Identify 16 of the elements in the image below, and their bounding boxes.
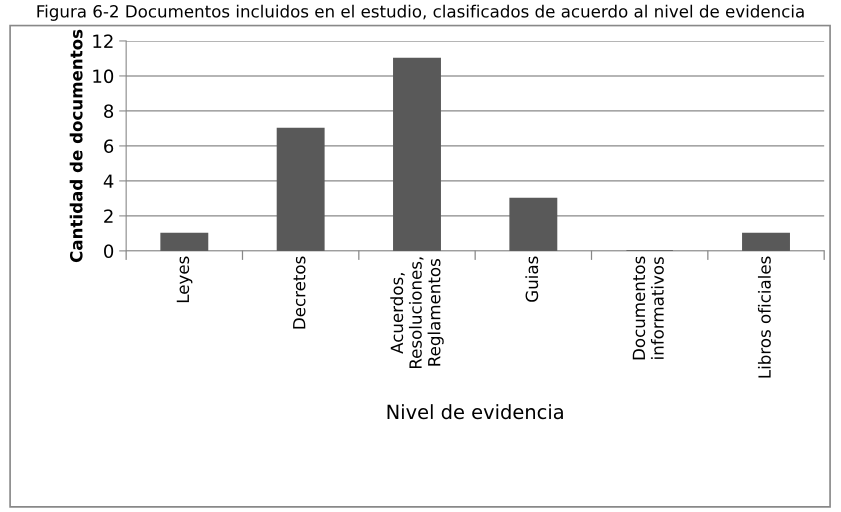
y-tick-label: 6 [104,139,114,154]
x-tick-label: Guias [525,256,538,302]
y-tick-label: 8 [104,104,114,118]
y-tick-label: 12 [93,34,113,48]
x-tick-label: Leyes [176,256,192,302]
y-tick-label: 10 [93,69,114,84]
x-tick-label: Acuerdos, Resoluciones, Reglamentos [390,257,444,368]
chart-title: Figura 6-2 Documentos incluidos en el estudio, clasificados de acuerdo al nivel de evidencia [37,4,804,21]
x-tick-label: Decretos [293,256,306,329]
x-tick-label: Libros oficiales [758,256,771,378]
y-tick-label: 4 [104,174,114,188]
y-tick-label: 0 [104,244,114,258]
x-axis-title: Nivel de evidencia [388,404,563,420]
y-axis-title: Cantidad de documentos [70,30,83,262]
y-tick-label: 2 [104,209,113,223]
x-tick-label: Documentos informativos [632,256,664,360]
